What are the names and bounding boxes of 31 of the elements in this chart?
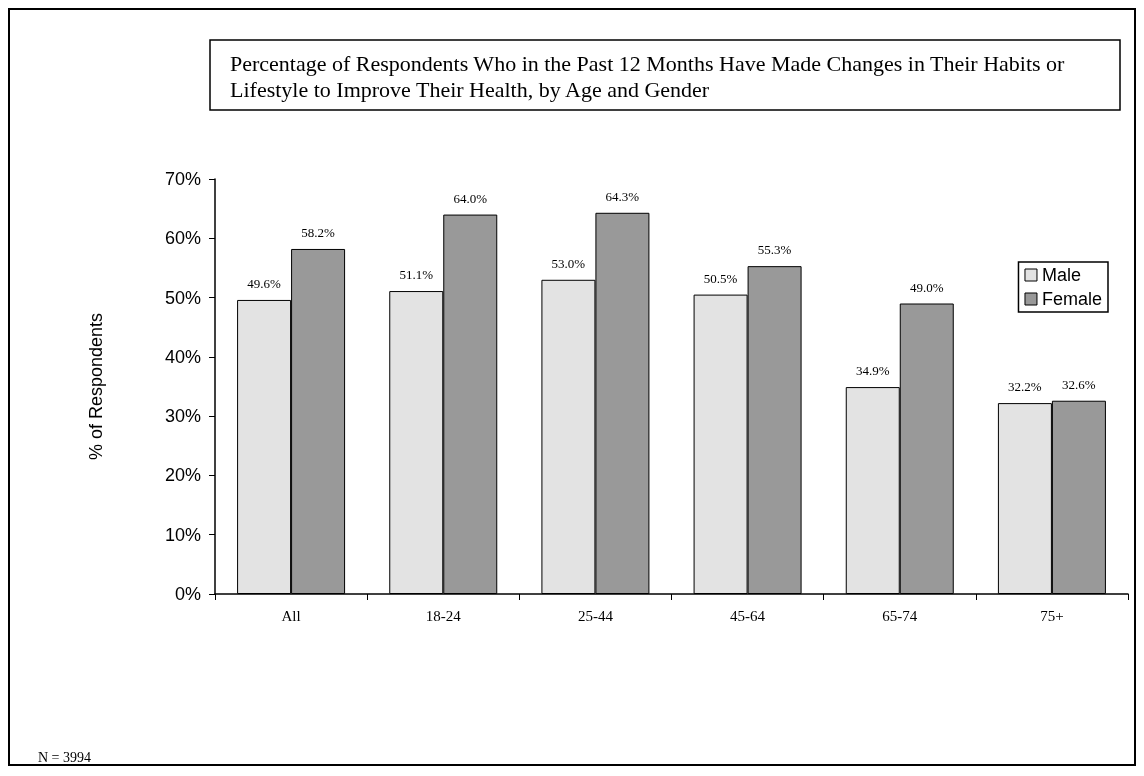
text: N = 3994: [38, 749, 92, 765]
y-tick-label: 10%: [164, 524, 201, 545]
data-label: 49.6%: [247, 275, 282, 291]
x-tick-label: 25-44: [577, 607, 614, 624]
data-label: 64.0%: [453, 190, 488, 206]
legend-label: Male: [1041, 265, 1081, 285]
data-label: 49.0%: [909, 279, 944, 295]
data-label: 53.0%: [551, 255, 586, 271]
data-label: 32.6%: [1062, 376, 1096, 392]
data-label: 32.2%: [1008, 379, 1042, 395]
data-label: 64.3%: [605, 188, 640, 204]
y-tick-label: 20%: [164, 465, 201, 486]
x-tick-label: 45-64: [730, 607, 766, 624]
legend-label: Female: [1041, 289, 1103, 309]
x-tick-label: 18-24: [425, 607, 462, 624]
y-tick-label: 70%: [164, 169, 201, 189]
y-tick-label: 60%: [164, 228, 201, 249]
data-label: 51.1%: [399, 267, 434, 283]
data-label: 55.3%: [757, 242, 792, 258]
x-tick-label: 65-74: [882, 607, 918, 624]
data-label: 50.5%: [703, 270, 738, 286]
data-label: 34.9%: [855, 363, 890, 379]
y-tick-label: 30%: [164, 406, 201, 427]
x-tick-label: 75+: [1040, 607, 1064, 624]
y-tick-label: 40%: [164, 346, 201, 367]
y-tick-label: 50%: [164, 287, 201, 308]
y-axis-title: % of Respondents: [86, 312, 106, 461]
chart-title: Percentage of Respondents Who in the Past 12 Months Have Made Changes in Their Habits or Lifestyle to Improve Their Health, by Age and Gender: [230, 50, 1070, 102]
data-label: 58.2%: [301, 224, 336, 240]
x-tick-label: All: [281, 607, 301, 624]
y-tick-label: 0%: [174, 584, 201, 604]
